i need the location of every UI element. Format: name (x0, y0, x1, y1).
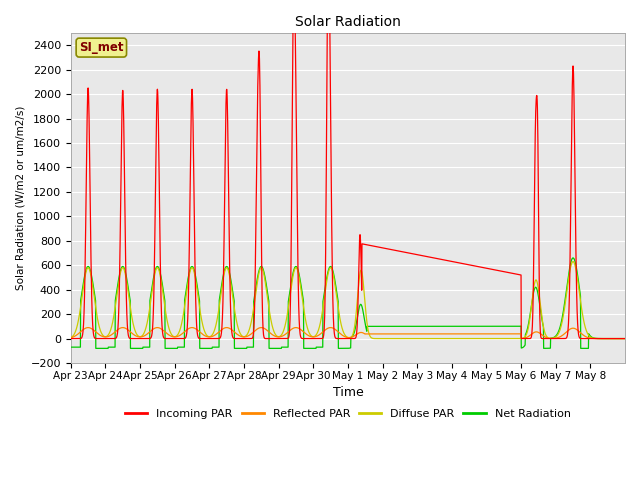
Text: SI_met: SI_met (79, 41, 124, 54)
Title: Solar Radiation: Solar Radiation (295, 15, 401, 29)
X-axis label: Time: Time (333, 386, 364, 399)
Y-axis label: Solar Radiation (W/m2 or um/m2/s): Solar Radiation (W/m2 or um/m2/s) (15, 106, 25, 290)
Legend: Incoming PAR, Reflected PAR, Diffuse PAR, Net Radiation: Incoming PAR, Reflected PAR, Diffuse PAR… (121, 405, 575, 423)
